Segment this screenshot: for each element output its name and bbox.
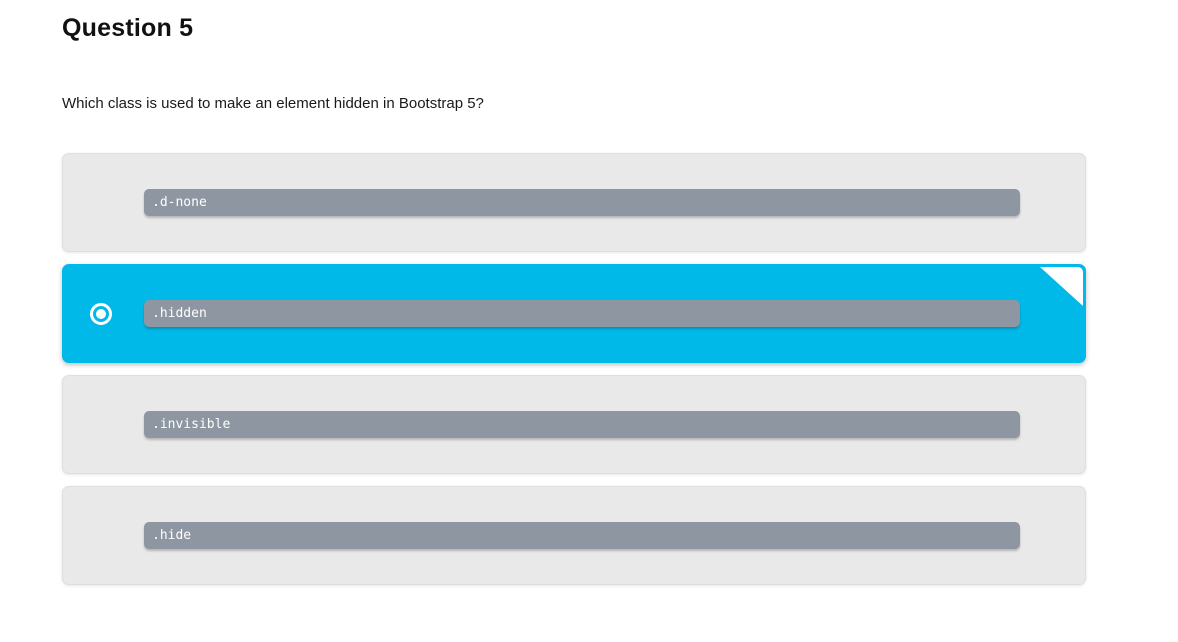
option-label: .d-none	[152, 195, 207, 210]
answer-option[interactable]: .hidden	[62, 264, 1086, 363]
option-label: .invisible	[152, 417, 231, 432]
answer-option[interactable]: .d-none	[62, 153, 1086, 252]
quiz-question-page: Question 5 Which class is used to make a…	[62, 14, 1086, 597]
answer-option[interactable]: .invisible	[62, 375, 1086, 474]
question-text: Which class is used to make an element h…	[62, 95, 484, 112]
option-code-bar: .invisible	[144, 411, 1020, 438]
option-label: .hide	[152, 528, 192, 543]
question-title: Question 5	[62, 14, 194, 42]
option-label: .hidden	[152, 306, 207, 321]
answer-options-list: .d-none .hidden .invisible .hide	[62, 153, 1086, 585]
answer-option[interactable]: .hide	[62, 486, 1086, 585]
option-code-bar: .d-none	[144, 189, 1020, 216]
folded-corner-icon	[1040, 267, 1083, 306]
radio-selected-icon[interactable]	[90, 302, 112, 325]
option-code-bar: .hide	[144, 522, 1020, 549]
option-code-bar: .hidden	[144, 300, 1020, 327]
